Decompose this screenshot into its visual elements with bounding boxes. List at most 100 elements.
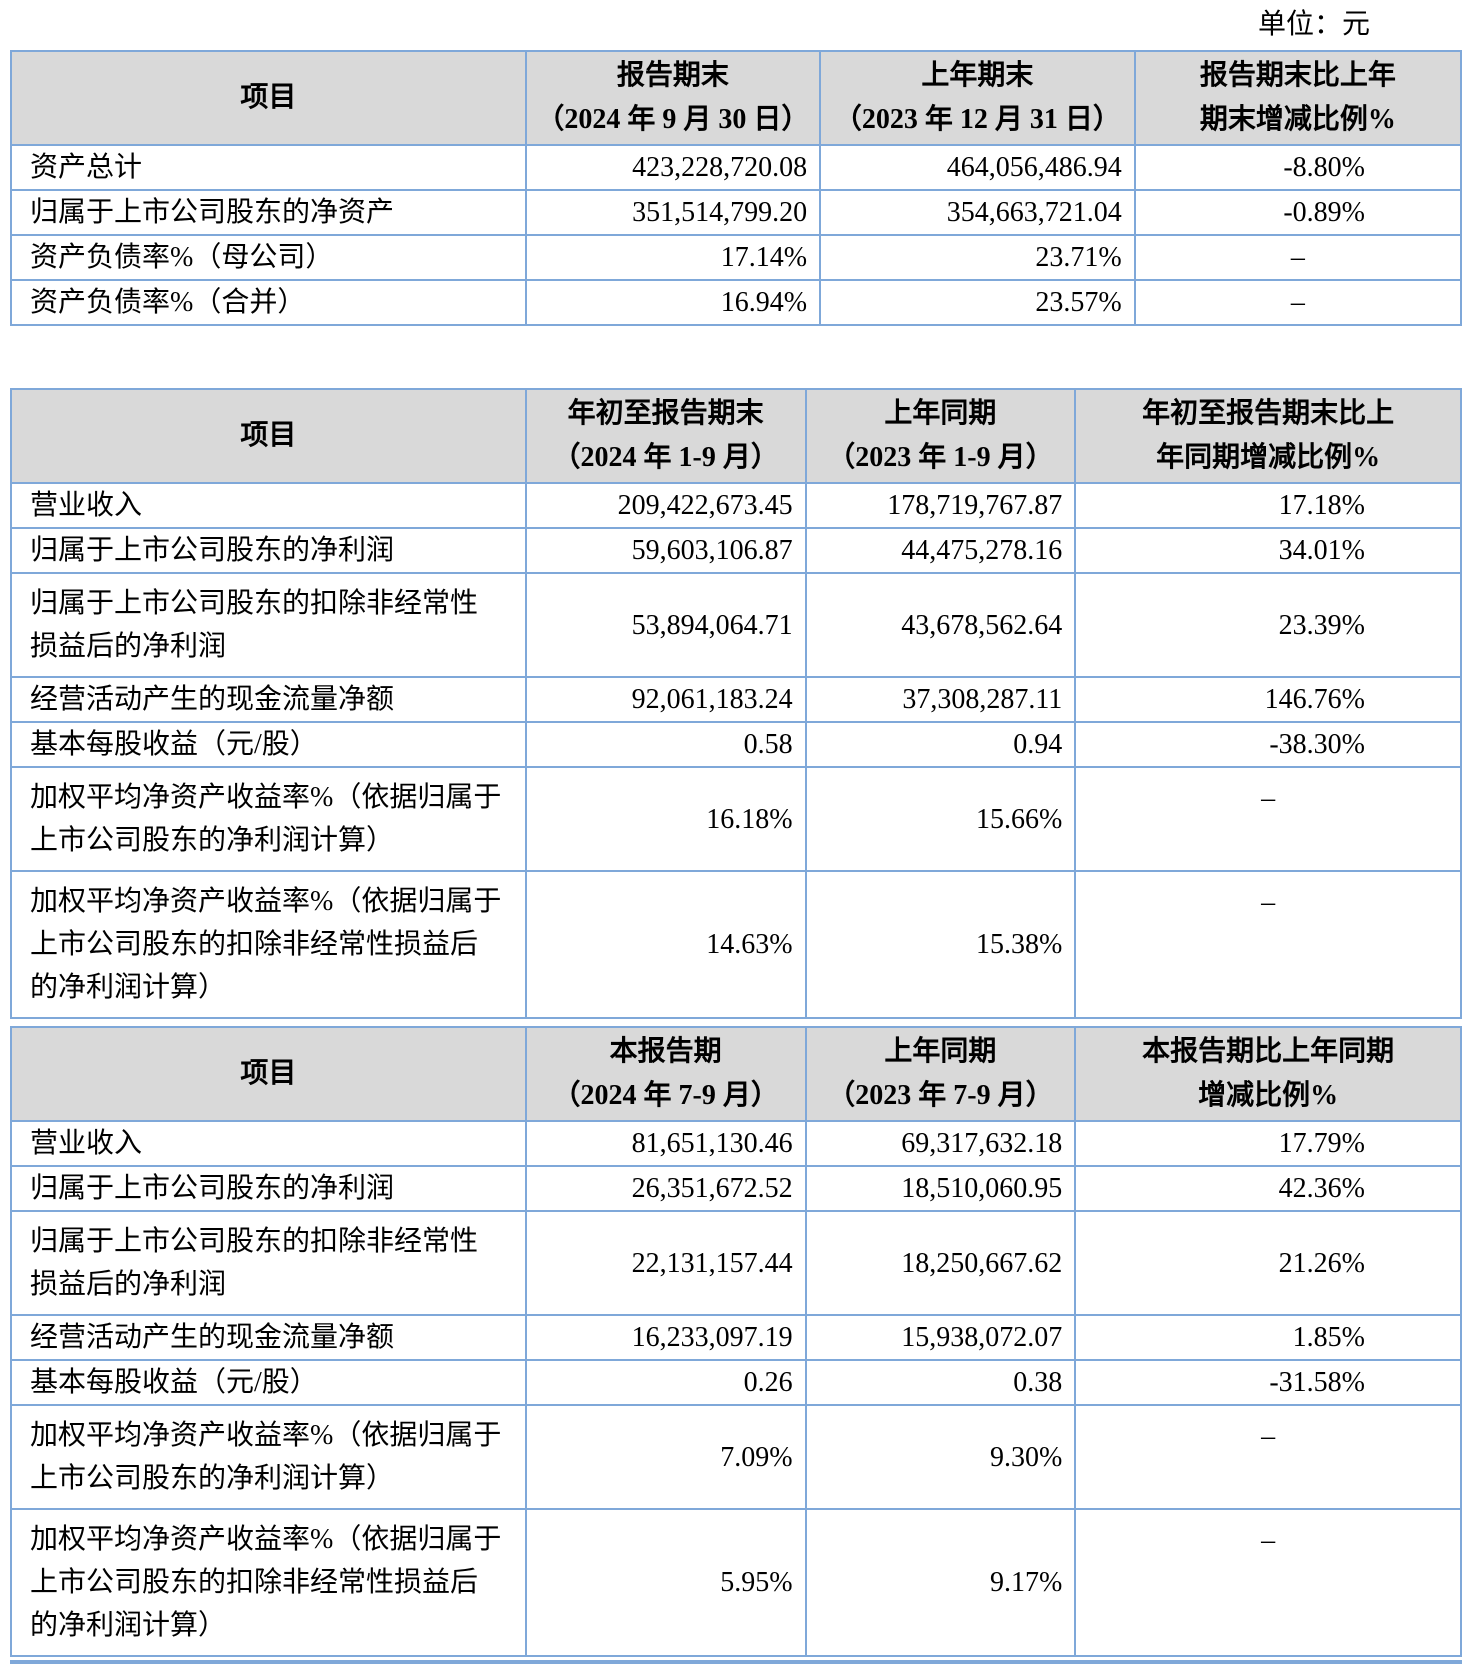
- change-value: 21.26%: [1074, 1210, 1462, 1316]
- unit-label: 单位：元: [1257, 9, 1370, 40]
- header-line: 上年期末: [921, 60, 1034, 91]
- column-header: 上年同期 （2023 年 7-9 月）: [804, 1026, 1077, 1122]
- table-bottom-rule: [10, 1660, 1462, 1664]
- table-row: 资产总计 423,228,720.08 464,056,486.94 -8.80%: [10, 144, 1463, 191]
- change-value: –: [1074, 870, 1462, 1019]
- ytd-summary-table: 项目 年初至报告期末 （2024 年 1-9 月） 上年同期 （2023 年 1-9 月…: [10, 388, 1462, 1019]
- prior-value: 18,510,060.95: [804, 1165, 1077, 1212]
- change-value: 146.76%: [1074, 676, 1462, 723]
- header-line: 期末增减比例%: [1199, 104, 1396, 135]
- prior-value: 15.66%: [804, 766, 1077, 872]
- column-header: 项目: [10, 1026, 527, 1122]
- table-row: 归属于上市公司股东的扣除非经常性 损益后的净利润 53,894,064.71 43,…: [10, 572, 1462, 678]
- header-line: （2023 年 12 月 31 日）: [833, 104, 1121, 135]
- row-label: 经营活动产生的现金流量净额: [10, 1314, 527, 1361]
- current-value: 7.09%: [524, 1404, 807, 1510]
- change-value: 23.39%: [1074, 572, 1462, 678]
- column-header: 本报告期比上年同期 增减比例%: [1074, 1026, 1462, 1122]
- row-label: 归属于上市公司股东的扣除非经常性 损益后的净利润: [10, 572, 527, 678]
- header-line: 上年同期: [884, 1036, 997, 1067]
- current-value: 22,131,157.44: [524, 1210, 807, 1316]
- current-value: 5.95%: [524, 1508, 807, 1657]
- table-row: 加权平均净资产收益率%（依据归属于 上市公司股东的净利润计算） 7.09% 9.30…: [10, 1404, 1462, 1510]
- change-value: -31.58%: [1074, 1359, 1462, 1406]
- header-row: 项目 本报告期 （2024 年 7-9 月） 上年同期 （2023 年 7-9 月） 本报…: [10, 1026, 1462, 1122]
- prior-value: 9.30%: [804, 1404, 1077, 1510]
- change-value: –: [1074, 766, 1462, 872]
- table-row: 营业收入 81,651,130.46 69,317,632.18 17.79%: [10, 1120, 1462, 1167]
- row-label: 加权平均净资产收益率%（依据归属于 上市公司股东的扣除非经常性损益后 的净利润计…: [10, 870, 527, 1019]
- column-header: 报告期末 （2024 年 9 月 30 日）: [524, 50, 822, 146]
- header-row: 项目 年初至报告期末 （2024 年 1-9 月） 上年同期 （2023 年 1-9 月…: [10, 388, 1462, 484]
- prior-value: 43,678,562.64: [804, 572, 1077, 678]
- prior-value: 354,663,721.04: [819, 189, 1136, 236]
- row-label: 归属于上市公司股东的净资产: [10, 189, 527, 236]
- row-label: 基本每股收益（元/股）: [10, 1359, 527, 1406]
- prior-value: 69,317,632.18: [804, 1120, 1077, 1167]
- current-value: 53,894,064.71: [524, 572, 807, 678]
- change-value: -38.30%: [1074, 721, 1462, 768]
- row-label: 资产总计: [10, 144, 527, 191]
- current-value: 351,514,799.20: [524, 189, 822, 236]
- prior-value: 23.71%: [819, 234, 1136, 281]
- current-value: 17.14%: [524, 234, 822, 281]
- current-value: 16,233,097.19: [524, 1314, 807, 1361]
- current-value: 16.94%: [524, 279, 822, 326]
- table-row: 加权平均净资产收益率%（依据归属于 上市公司股东的扣除非经常性损益后 的净利润计…: [10, 1508, 1462, 1657]
- prior-value: 15.38%: [804, 870, 1077, 1019]
- row-label: 归属于上市公司股东的净利润: [10, 1165, 527, 1212]
- table-row: 营业收入 209,422,673.45 178,719,767.87 17.18%: [10, 482, 1462, 529]
- header-line: 本报告期比上年同期: [1142, 1036, 1395, 1067]
- header-line: 项目: [240, 82, 297, 113]
- change-value: –: [1133, 279, 1463, 326]
- row-label: 资产负债率%（母公司）: [10, 234, 527, 281]
- header-line: 报告期末比上年: [1199, 60, 1396, 91]
- row-label: 营业收入: [10, 482, 527, 529]
- row-label: 经营活动产生的现金流量净额: [10, 676, 527, 723]
- change-value: 34.01%: [1074, 527, 1462, 574]
- header-line: 年初至报告期末: [567, 398, 764, 429]
- change-value: –: [1074, 1508, 1462, 1657]
- header-line: 年初至报告期末比上: [1142, 398, 1395, 429]
- prior-value: 0.94: [804, 721, 1077, 768]
- table-row: 加权平均净资产收益率%（依据归属于 上市公司股东的净利润计算） 16.18% 15.…: [10, 766, 1462, 872]
- current-value: 14.63%: [524, 870, 807, 1019]
- change-value: 17.79%: [1074, 1120, 1462, 1167]
- table-row: 归属于上市公司股东的扣除非经常性 损益后的净利润 22,131,157.44 18,…: [10, 1210, 1462, 1316]
- header-line: （2024 年 7-9 月）: [552, 1080, 779, 1111]
- prior-value: 0.38: [804, 1359, 1077, 1406]
- change-value: -0.89%: [1133, 189, 1463, 236]
- row-label: 归属于上市公司股东的净利润: [10, 527, 527, 574]
- column-header: 上年期末 （2023 年 12 月 31 日）: [819, 50, 1136, 146]
- column-header: 年初至报告期末比上 年同期增减比例%: [1074, 388, 1462, 484]
- change-value: 1.85%: [1074, 1314, 1462, 1361]
- column-header: 本报告期 （2024 年 7-9 月）: [524, 1026, 807, 1122]
- column-header: 年初至报告期末 （2024 年 1-9 月）: [524, 388, 807, 484]
- current-value: 26,351,672.52: [524, 1165, 807, 1212]
- table-row: 归属于上市公司股东的净利润 59,603,106.87 44,475,278.16 3…: [10, 527, 1462, 574]
- table-row: 资产负债率%（母公司） 17.14% 23.71% –: [10, 234, 1463, 281]
- row-label: 加权平均净资产收益率%（依据归属于 上市公司股东的净利润计算）: [10, 766, 527, 872]
- column-header: 项目: [10, 388, 527, 484]
- change-value: –: [1074, 1404, 1462, 1510]
- current-value: 0.26: [524, 1359, 807, 1406]
- header-line: 项目: [240, 420, 297, 451]
- header-line: 上年同期: [884, 398, 997, 429]
- change-value: –: [1133, 234, 1463, 281]
- header-line: 年同期增减比例%: [1156, 442, 1381, 473]
- current-value: 59,603,106.87: [524, 527, 807, 574]
- table-row: 经营活动产生的现金流量净额 92,061,183.24 37,308,287.11 1…: [10, 676, 1462, 723]
- table-row: 归属于上市公司股东的净资产 351,514,799.20 354,663,721.0…: [10, 189, 1463, 236]
- header-line: （2024 年 1-9 月）: [552, 442, 779, 473]
- column-header: 上年同期 （2023 年 1-9 月）: [804, 388, 1077, 484]
- header-line: （2024 年 9 月 30 日）: [536, 104, 810, 135]
- prior-value: 9.17%: [804, 1508, 1077, 1657]
- header-line: 报告期末: [616, 60, 729, 91]
- row-label: 营业收入: [10, 1120, 527, 1167]
- table-row: 基本每股收益（元/股） 0.26 0.38 -31.58%: [10, 1359, 1462, 1406]
- table-row: 加权平均净资产收益率%（依据归属于 上市公司股东的扣除非经常性损益后 的净利润计…: [10, 870, 1462, 1019]
- header-line: （2023 年 1-9 月）: [827, 442, 1054, 473]
- current-value: 423,228,720.08: [524, 144, 822, 191]
- row-label: 归属于上市公司股东的扣除非经常性 损益后的净利润: [10, 1210, 527, 1316]
